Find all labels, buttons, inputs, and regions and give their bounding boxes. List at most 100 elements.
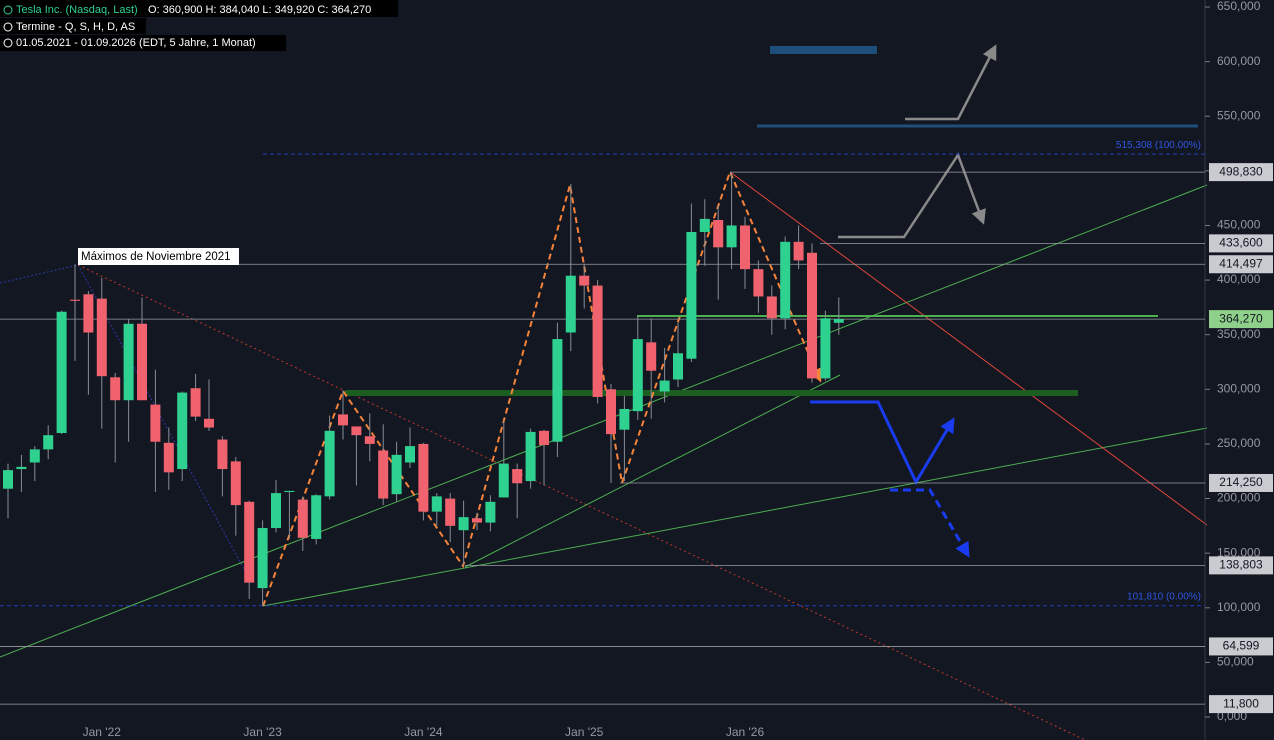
candle-body	[820, 318, 831, 379]
candle-body	[565, 275, 576, 333]
candle-body	[512, 469, 523, 484]
candle-body	[257, 528, 268, 589]
candle-body	[29, 449, 40, 463]
candle-body	[378, 450, 389, 499]
candle-body	[311, 495, 322, 539]
candle-body	[110, 377, 121, 401]
y-tick-label: 550,000	[1217, 108, 1261, 122]
y-tick-label: 400,000	[1217, 272, 1261, 286]
x-tick-label: Jan '26	[726, 725, 765, 739]
level-label: 498,830	[1219, 164, 1263, 178]
y-tick-label: 300,000	[1217, 381, 1261, 395]
level-label: 433,600	[1219, 236, 1263, 250]
candle-body	[297, 499, 308, 538]
candle-body	[391, 454, 402, 495]
candle-body	[137, 323, 147, 401]
candle-body	[405, 446, 415, 463]
level-label: 64,599	[1223, 639, 1260, 653]
symbol: Tesla Inc. (Nasdaq, Last)	[16, 4, 138, 16]
annotation: Máximos de Noviembre 2021	[81, 251, 231, 263]
candle-body	[498, 463, 509, 498]
candle-body	[123, 323, 134, 401]
candle-body	[70, 299, 80, 301]
candle-body	[833, 319, 844, 323]
candle-body	[43, 435, 54, 450]
candle-body	[16, 466, 27, 470]
level-box	[1209, 637, 1273, 656]
candle-body	[96, 298, 107, 377]
candle-body	[190, 388, 201, 417]
level-box	[1209, 163, 1273, 182]
icon	[3, 5, 13, 15]
x-tick-label: Jan '22	[83, 725, 122, 739]
candle-body	[539, 430, 549, 446]
candle-body	[458, 517, 469, 531]
candle-body	[284, 490, 295, 492]
candle-body	[673, 353, 683, 380]
candle-body	[713, 220, 724, 248]
candle-body	[3, 470, 13, 489]
candle-body	[338, 414, 348, 426]
level-box	[1209, 695, 1273, 714]
candle-body	[753, 269, 764, 297]
icon	[3, 38, 13, 48]
level-box	[1209, 556, 1273, 575]
candle-body	[83, 294, 94, 333]
y-tick-label: 50,000	[1217, 655, 1254, 669]
x-tick-label: Jan '25	[565, 725, 604, 739]
range: 01.05.2021 - 01.09.2026 (EDT, 5 Jahre, 1…	[16, 37, 256, 49]
candle-body	[632, 339, 643, 412]
candle-body	[217, 439, 228, 470]
level-label: 11,800	[1223, 696, 1259, 710]
y-tick-label: 100,000	[1217, 600, 1261, 614]
candle-body	[592, 285, 603, 397]
candle-body	[230, 461, 241, 506]
candle-body	[726, 225, 737, 248]
fib-label: 515,308 (100.00%)	[1116, 140, 1201, 151]
level-box	[1209, 310, 1273, 329]
y-tick-label: 150,000	[1217, 545, 1261, 559]
candle-body	[699, 218, 710, 233]
header: Tesla Inc. (Nasdaq, Last) O: 360,900 H: …	[0, 0, 398, 51]
y-tick-label: 250,000	[1217, 436, 1261, 450]
y-tick-label: 200,000	[1217, 491, 1261, 505]
level-label: 364,270	[1219, 311, 1263, 325]
candle-body	[686, 232, 697, 359]
candle-body	[659, 380, 670, 392]
candle-body	[606, 389, 616, 435]
candle-body	[431, 496, 442, 512]
level-box	[1209, 255, 1273, 274]
candle-body	[552, 339, 563, 442]
candle-body	[351, 426, 362, 436]
candle-body	[163, 442, 174, 473]
candle-body	[619, 408, 630, 430]
candle-body	[244, 501, 255, 583]
x-tick-label: Jan '24	[404, 725, 443, 739]
y-tick-label: 650,000	[1217, 0, 1261, 13]
candle-body	[324, 430, 335, 497]
candle-body	[807, 252, 817, 379]
level-label: 138,803	[1219, 558, 1263, 572]
candle-body	[646, 342, 657, 371]
candle-body	[150, 404, 161, 442]
candle-body	[177, 392, 188, 470]
candle-body	[766, 296, 777, 319]
level-box	[1209, 234, 1273, 253]
candle-body	[579, 275, 590, 286]
annotation-box	[78, 248, 239, 265]
x-tick-label: Jan '23	[243, 725, 282, 739]
candle-body	[418, 443, 429, 512]
level-label: 214,250	[1219, 475, 1263, 489]
candle-body	[740, 225, 750, 270]
candle-body	[472, 518, 482, 523]
fib-label: 101,810 (0.00%)	[1127, 591, 1201, 602]
candle-body	[204, 418, 214, 428]
candle-body	[793, 241, 804, 261]
y-tick-label: 600,000	[1217, 54, 1261, 68]
candle-body	[525, 431, 536, 482]
y-tick-label: 350,000	[1217, 327, 1261, 341]
candle-body	[780, 241, 791, 319]
candle-body	[485, 501, 496, 523]
